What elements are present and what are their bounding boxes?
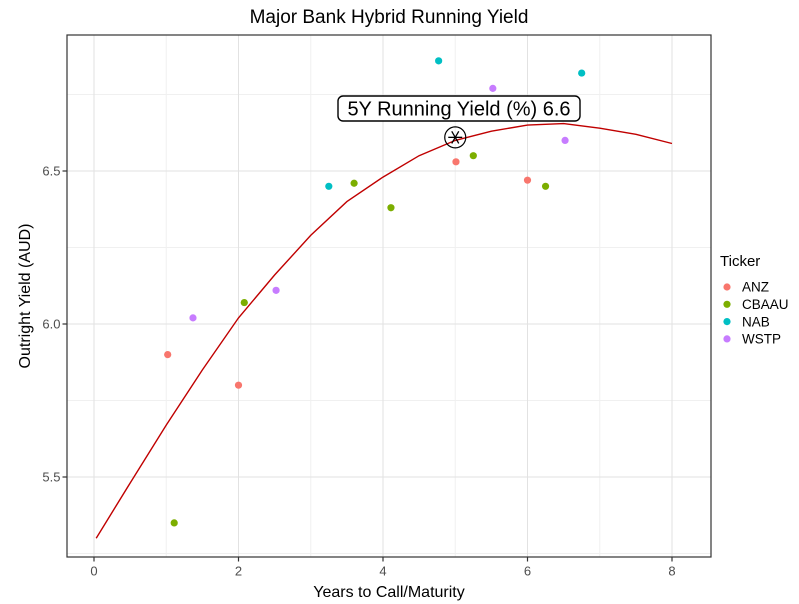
axis-ticks [62,170,673,562]
legend-title: Ticker [720,253,760,270]
annotation-asterisk-arm [451,130,460,144]
plot-panel-border [66,34,712,558]
y-tick-label: 6.0 [42,317,60,332]
legend-item-CBAAU: CBAAU [723,297,789,312]
legend-key-ANZ [723,283,731,291]
data-point-ANZ [164,351,172,359]
legend: Ticker ANZ CBAAU NAB WSTP [720,253,789,347]
legend-item-NAB: NAB [723,314,770,329]
major-gridlines [67,35,711,557]
x-tick-label: 4 [379,564,386,579]
x-tick-label: 8 [668,564,675,579]
x-tick-label: 0 [90,564,97,579]
y-axis-title: Outright Yield (AUD) [17,224,34,369]
y-tick-label: 5.5 [42,470,60,485]
smooth-trend-line [95,122,673,539]
legend-item-WSTP: WSTP [723,332,781,347]
legend-key-CBAAU [723,300,731,308]
data-point-NAB [578,69,586,77]
legend-key-NAB [723,318,731,326]
x-axis-title: Years to Call/Maturity [313,584,464,601]
data-point-WSTP [489,84,497,92]
data-point-CBAAU [240,298,248,307]
data-point-NAB [435,57,443,65]
y-tick-label: 6.5 [42,164,60,179]
legend-label-ANZ: ANZ [742,280,769,295]
annotation-box [337,95,581,122]
data-point-ANZ [452,158,460,166]
data-point-CBAAU [170,519,178,527]
legend-items: ANZ CBAAU NAB WSTP [723,280,789,347]
data-point-CBAAU [387,204,395,212]
data-point-NAB [325,182,333,190]
data-point-CBAAU [350,179,358,187]
data-point-WSTP [272,286,280,294]
data-point-CBAAU [469,152,477,160]
chart-title: Major Bank Hybrid Running Yield [250,7,529,28]
legend-label-WSTP: WSTP [742,332,781,347]
annotation: 5Y Running Yield (%) 6.6 [337,95,581,122]
legend-item-ANZ: ANZ [723,280,769,295]
data-point-WSTP [561,136,569,144]
data-points [164,57,586,527]
legend-key-WSTP [723,335,731,343]
data-point-CBAAU [541,182,550,190]
x-tick-label: 6 [524,564,531,579]
legend-label-CBAAU: CBAAU [742,297,789,312]
minor-gridlines [67,35,711,557]
annotation-circle [444,126,467,149]
data-point-WSTP [189,314,197,322]
legend-label-NAB: NAB [742,314,770,329]
annotation-label: 5Y Running Yield (%) 6.6 [347,99,570,121]
annotation-marker [444,126,467,149]
x-tick-label: 2 [235,564,242,579]
data-point-ANZ [234,381,243,389]
data-point-ANZ [523,176,532,184]
axis-tick-labels: 0 2 4 6 8 5.5 6.0 6.5 [42,164,675,579]
